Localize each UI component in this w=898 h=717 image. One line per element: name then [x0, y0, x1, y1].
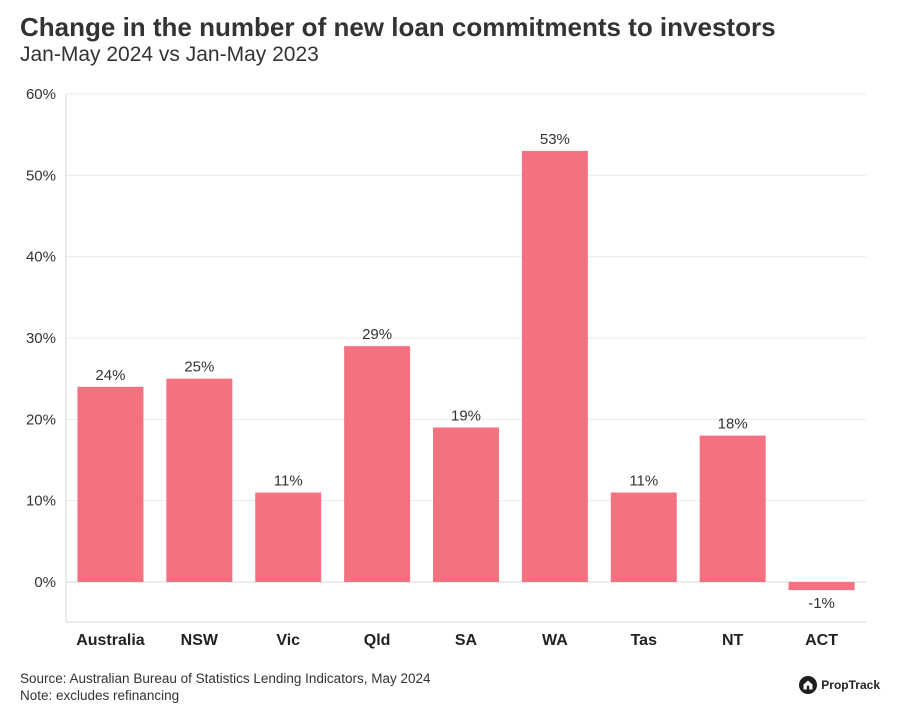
- bar-qld: [344, 346, 411, 582]
- bar-nt: [699, 435, 766, 582]
- bar-act: [788, 582, 855, 591]
- brand-name: PropTrack: [821, 678, 880, 692]
- chart-subtitle: Jan-May 2024 vs Jan-May 2023: [20, 43, 319, 66]
- data-label: 53%: [540, 131, 570, 148]
- x-tick-label: Tas: [631, 632, 657, 649]
- bar-tas: [610, 492, 677, 582]
- bar-vic: [255, 492, 322, 582]
- y-tick-label: 50%: [26, 167, 56, 184]
- data-label: -1%: [808, 595, 835, 612]
- data-label: 29%: [362, 326, 392, 343]
- y-tick-label: 30%: [26, 330, 56, 347]
- data-label: 24%: [95, 367, 125, 384]
- y-tick-label: 0%: [34, 574, 56, 591]
- footer: Source: Australian Bureau of Statistics …: [20, 670, 430, 704]
- refinancing-note: Note: excludes refinancing: [20, 688, 180, 703]
- data-label: 18%: [718, 416, 748, 433]
- data-labels: 24% 25% 11% 29% 19% 53% 11% 18% -1%: [95, 131, 834, 612]
- bars: [77, 150, 855, 591]
- brand: PropTrack: [799, 676, 880, 694]
- data-label: 25%: [184, 359, 214, 376]
- bar-nsw: [166, 378, 233, 582]
- y-tick-label: 20%: [26, 411, 56, 428]
- x-tick-label: Australia: [76, 632, 145, 649]
- data-label: 11%: [629, 473, 658, 490]
- data-label: 11%: [274, 473, 303, 490]
- axes: 0% 10% 20% 30% 40% 50% 60% Australia NSW Vic Qld SA…: [26, 86, 866, 649]
- bar-chart: 0% 10% 20% 30% 40% 50% 60% Australia NSW Vic Qld SA…: [26, 86, 866, 649]
- y-tick-label: 10%: [26, 493, 56, 510]
- x-tick-label: Vic: [276, 632, 300, 649]
- chart-title: Change in the number of new loan commitm…: [20, 12, 776, 42]
- data-label: 19%: [451, 407, 481, 424]
- x-tick-label: WA: [542, 632, 568, 649]
- bar-wa: [521, 150, 588, 582]
- y-tick-label: 40%: [26, 249, 56, 266]
- bar-australia: [77, 386, 144, 582]
- x-tick-label: SA: [455, 632, 478, 649]
- source-note: Source: Australian Bureau of Statistics …: [20, 671, 431, 686]
- proptrack-logo-icon: [799, 676, 818, 694]
- x-tick-label: Qld: [364, 632, 391, 649]
- x-tick-label: ACT: [805, 632, 838, 649]
- x-tick-label: NSW: [181, 632, 219, 649]
- y-tick-label: 60%: [26, 86, 56, 103]
- x-tick-label: NT: [722, 632, 744, 649]
- bar-sa: [433, 427, 499, 582]
